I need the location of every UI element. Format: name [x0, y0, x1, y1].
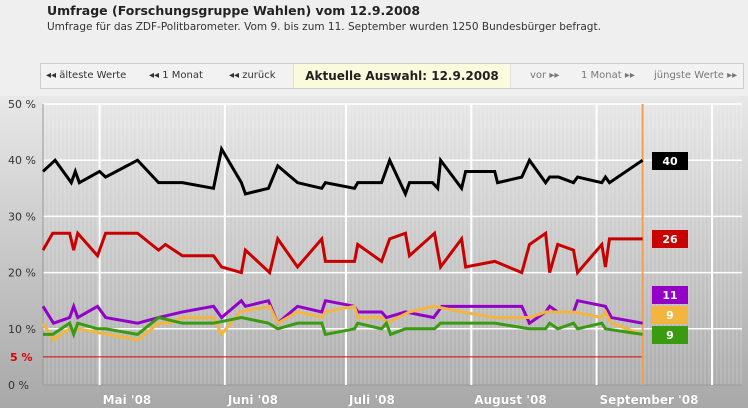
value-badge-text-yellow: 9 — [666, 309, 674, 322]
month-back-link[interactable]: ◂◂ 1 Monat — [149, 70, 203, 81]
y-tick-label: 10 % — [8, 323, 36, 336]
y-tick-label: 40 % — [8, 154, 36, 167]
y-tick-label: 50 % — [8, 98, 36, 111]
value-badge-green — [652, 326, 688, 344]
back-link[interactable]: ◂◂ zurück — [229, 70, 276, 81]
date-navigation: ◂◂ älteste Werte ◂◂ 1 Monat ◂◂ zurück Ak… — [40, 63, 744, 89]
y-tick-label: 20 % — [8, 267, 36, 280]
oldest-values-link[interactable]: ◂◂ älteste Werte — [46, 70, 127, 81]
month-label: August '08 — [474, 393, 546, 407]
value-badge-text-purple: 11 — [662, 289, 677, 302]
series-line-yellow — [41, 304, 644, 343]
newest-values-link[interactable]: jüngste Werte ▸▸ — [654, 70, 738, 81]
y-tick-label: 0 % — [8, 379, 29, 392]
series-line-green — [43, 315, 643, 339]
plot-area — [43, 104, 742, 385]
value-badge-purple — [652, 286, 688, 304]
month-label: Mai '08 — [103, 393, 152, 407]
month-label: September '08 — [600, 393, 699, 407]
month-label: Juni '08 — [227, 393, 278, 407]
month-forward-link[interactable]: 1 Monat ▸▸ — [581, 70, 635, 81]
series-line-red — [41, 230, 643, 276]
value-badge-text-black: 40 — [662, 155, 678, 168]
y-tick-label: 30 % — [8, 210, 36, 223]
threshold-label: 5 % — [10, 351, 33, 364]
series-line-black — [41, 144, 644, 198]
forward-link[interactable]: vor ▸▸ — [530, 70, 560, 81]
current-selection: Aktuelle Auswahl: 12.9.2008 — [293, 64, 511, 88]
series-line-purple — [41, 298, 643, 326]
value-badge-yellow — [652, 306, 688, 324]
value-badge-red — [652, 230, 688, 248]
page-title: Umfrage (Forschungsgruppe Wahlen) vom 12… — [47, 3, 421, 18]
value-badge-text-green: 9 — [666, 329, 674, 342]
month-label: Juli '08 — [348, 393, 395, 407]
value-badge-text-red: 26 — [662, 233, 678, 246]
value-badge-black — [652, 152, 688, 170]
page-subtitle: Umfrage für das ZDF-Politbarometer. Vom … — [47, 21, 601, 33]
